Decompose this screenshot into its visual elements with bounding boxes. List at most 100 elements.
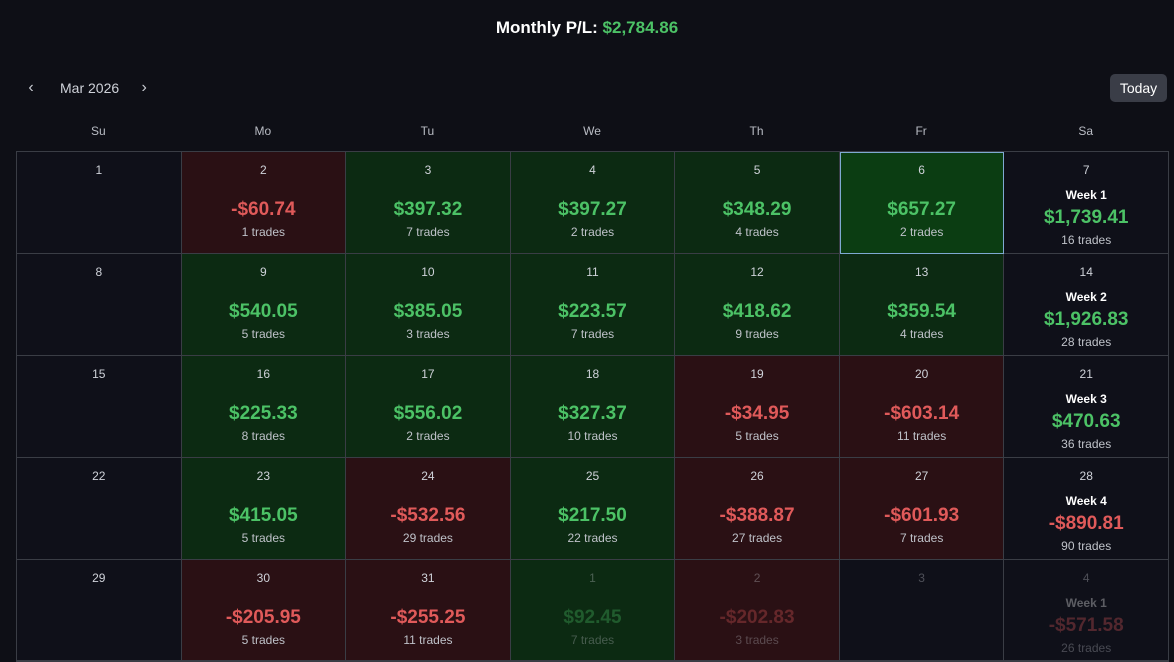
- week-pnl-value: $470.63: [1051, 411, 1121, 432]
- day-number: 29: [92, 571, 106, 585]
- calendar-day-cell[interactable]: 4 $397.27 2 trades: [510, 152, 676, 254]
- calendar-day-cell[interactable]: 11 $223.57 7 trades: [510, 254, 676, 356]
- day-pnl-value: -$60.74: [231, 199, 296, 220]
- calendar-day-cell[interactable]: 27 -$601.93 7 trades: [839, 458, 1005, 560]
- day-number: 2: [753, 571, 761, 585]
- week-trade-count: 26 trades: [1061, 641, 1112, 655]
- weekday-monday: Mo: [254, 124, 272, 138]
- day-trade-count: 5 trades: [241, 327, 286, 341]
- day-number: 3: [918, 571, 925, 585]
- day-number: 16: [256, 367, 271, 381]
- day-pnl-value: $327.37: [558, 403, 627, 424]
- day-pnl-value: -$603.14: [884, 403, 960, 424]
- week-summary-cell[interactable]: 7 Week 1 $1,739.41 16 trades: [1004, 152, 1169, 254]
- calendar-day-cell[interactable]: 2 -$60.74 1 trades: [181, 152, 347, 254]
- day-pnl-value: -$202.83: [719, 607, 795, 628]
- week-summary-cell[interactable]: 28 Week 4 -$890.81 90 trades: [1004, 458, 1169, 560]
- calendar-day-cell[interactable]: 19 -$34.95 5 trades: [675, 356, 840, 458]
- calendar-day-cell[interactable]: 22: [17, 458, 182, 560]
- calendar-day-cell[interactable]: 5 $348.29 4 trades: [675, 152, 840, 254]
- day-trade-count: 1 trades: [241, 225, 286, 239]
- day-trade-count: 7 trades: [406, 225, 450, 239]
- day-trade-count: 4 trades: [899, 327, 944, 341]
- calendar-day-cell[interactable]: 12 $418.62 9 trades: [675, 254, 840, 356]
- calendar-day-cell[interactable]: 29: [17, 560, 182, 662]
- calendar-grid: 1 2 -$60.74 1 trades 3 $397.32 7 trades 4 $397.2…: [16, 151, 1169, 662]
- day-pnl-value: -$388.87: [719, 505, 795, 526]
- calendar-day-cell[interactable]: 20 -$603.14 11 trades: [839, 356, 1005, 458]
- day-number: 1: [589, 571, 596, 585]
- day-number: 26: [750, 469, 764, 483]
- weekday-tuesday: Tu: [420, 124, 435, 138]
- calendar-day-cell[interactable]: 1 $92.45 7 trades: [510, 560, 676, 662]
- day-number: 31: [421, 571, 435, 585]
- day-trade-count: 11 trades: [403, 633, 453, 647]
- calendar-day-cell[interactable]: 9 $540.05 5 trades: [181, 254, 347, 356]
- day-pnl-value: $92.45: [563, 607, 622, 628]
- calendar-day-cell[interactable]: 24 -$532.56 29 trades: [346, 458, 511, 560]
- week-trade-count: 36 trades: [1061, 437, 1112, 451]
- day-trade-count: 29 trades: [402, 531, 453, 545]
- day-trade-count: 27 trades: [732, 531, 783, 545]
- day-trade-count: 9 trades: [735, 327, 779, 341]
- calendar-day-cell[interactable]: 31 -$255.25 11 trades: [346, 560, 511, 662]
- calendar-day-cell[interactable]: 6 $657.27 2 trades: [839, 152, 1005, 254]
- calendar-day-cell[interactable]: 10 $385.05 3 trades: [346, 254, 511, 356]
- day-number: 13: [914, 265, 929, 279]
- day-number: 5: [753, 163, 761, 177]
- today-button[interactable]: Today: [1110, 74, 1167, 102]
- calendar-day-cell[interactable]: 3: [839, 560, 1005, 662]
- calendar-day-cell[interactable]: 25 $217.50 22 trades: [510, 458, 676, 560]
- week-summary-cell[interactable]: 4 Week 1 -$571.58 26 trades: [1004, 560, 1169, 662]
- calendar-day-cell[interactable]: 23 $415.05 5 trades: [181, 458, 347, 560]
- calendar-day-cell[interactable]: 16 $225.33 8 trades: [181, 356, 347, 458]
- day-trade-count: 2 trades: [899, 225, 944, 239]
- chevron-left-icon[interactable]: ‹: [28, 79, 34, 96]
- day-number: 4: [589, 163, 596, 177]
- day-number: 3: [424, 163, 432, 177]
- day-number: 10: [421, 265, 435, 279]
- day-number: 20: [914, 367, 929, 381]
- calendar-day-cell[interactable]: 3 $397.32 7 trades: [346, 152, 511, 254]
- day-pnl-value: $418.62: [722, 301, 792, 322]
- calendar-day-cell[interactable]: 26 -$388.87 27 trades: [675, 458, 840, 560]
- monthly-pl-label: Monthly P/L:: [495, 18, 598, 37]
- day-number: 30: [256, 571, 271, 585]
- day-pnl-value: -$34.95: [724, 403, 790, 424]
- week-pnl-value: -$571.58: [1048, 615, 1124, 636]
- day-trade-count: 8 trades: [241, 429, 286, 443]
- week-summary-cell[interactable]: 21 Week 3 $470.63 36 trades: [1004, 356, 1169, 458]
- chevron-right-icon[interactable]: ›: [141, 79, 147, 96]
- day-number: 9: [260, 265, 267, 279]
- day-pnl-value: $359.54: [887, 301, 956, 322]
- day-trade-count: 22 trades: [567, 531, 618, 545]
- calendar-day-cell[interactable]: 13 $359.54 4 trades: [839, 254, 1005, 356]
- day-trade-count: 5 trades: [241, 633, 286, 647]
- calendar-day-cell[interactable]: 1: [17, 152, 182, 254]
- calendar-day-cell[interactable]: 15: [17, 356, 182, 458]
- month-navigator: ‹ Mar 2026 ›: [20, 76, 155, 100]
- day-number: 24: [421, 469, 435, 483]
- monthly-pl-amount: $2,784.86: [602, 18, 679, 37]
- grid-bottom-border: [16, 660, 1168, 662]
- day-number: 18: [585, 367, 600, 381]
- day-trade-count: 7 trades: [570, 633, 615, 647]
- day-trade-count: 7 trades: [570, 327, 615, 341]
- day-trade-count: 5 trades: [241, 531, 286, 545]
- day-number: 19: [750, 367, 764, 381]
- calendar-day-cell[interactable]: 2 -$202.83 3 trades: [675, 560, 840, 662]
- day-pnl-value: $225.33: [229, 403, 298, 424]
- day-pnl-value: $415.05: [229, 505, 298, 526]
- day-number: 15: [92, 367, 106, 381]
- day-number: 25: [585, 469, 600, 483]
- day-number: 23: [256, 469, 271, 483]
- calendar-day-cell[interactable]: 8: [17, 254, 182, 356]
- weekday-sunday: Su: [90, 124, 106, 138]
- weekday-friday: Fr: [915, 124, 927, 138]
- calendar-day-cell[interactable]: 17 $556.02 2 trades: [346, 356, 511, 458]
- day-trade-count: 2 trades: [406, 429, 450, 443]
- calendar-day-cell[interactable]: 30 -$205.95 5 trades: [181, 560, 347, 662]
- calendar-day-cell[interactable]: 18 $327.37 10 trades: [510, 356, 676, 458]
- week-summary-cell[interactable]: 14 Week 2 $1,926.83 28 trades: [1004, 254, 1169, 356]
